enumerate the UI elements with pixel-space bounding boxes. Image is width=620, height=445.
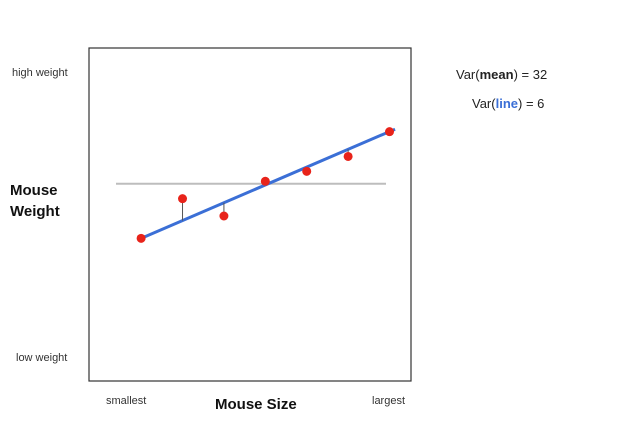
data-point-4 [260,176,270,186]
data-point-3 [219,211,229,221]
data-point-6 [343,151,353,161]
var-line-label: Var(line) = 6 [472,96,544,111]
y-axis-title: Mouse Weight [10,180,60,222]
var-mean-word: mean [479,67,514,82]
x-tick-smallest: smallest [106,395,147,407]
data-point-7 [385,127,395,137]
data-point-2 [178,194,188,204]
plot-frame [88,47,412,382]
y-axis-title-line1: Mouse [10,182,58,199]
x-tick-largest: largest [372,395,406,407]
var-line-suffix: ) = 6 [518,96,545,111]
var-mean-prefix: Var( [456,67,480,82]
y-axis-title-line2: Weight [10,203,60,220]
var-line-word: line [495,96,519,111]
data-point-1 [136,233,146,243]
var-mean-suffix: ) = 32 [513,67,548,82]
y-tick-low: low weight [16,352,68,364]
data-point-5 [302,166,312,176]
x-axis-title: Mouse Size [215,396,297,413]
var-line-prefix: Var( [472,96,496,111]
var-mean-label: Var(mean) = 32 [456,67,547,82]
y-tick-high: high weight [12,67,68,79]
